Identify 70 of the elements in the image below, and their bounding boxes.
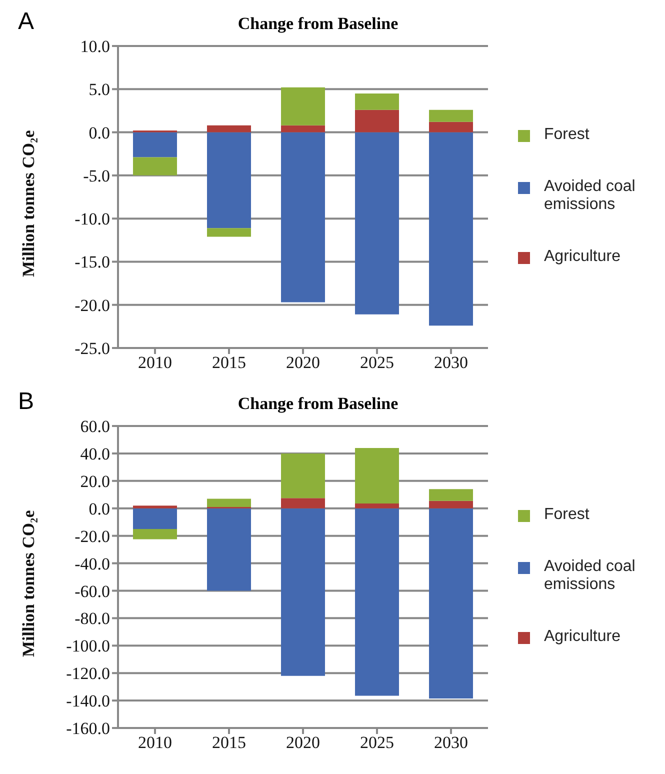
x-tick-label: 2010 [138,733,172,752]
y-tick-label: 40.0 [80,444,110,464]
y-tick-label: -40.0 [74,554,110,574]
legend-label: Agriculture [544,628,620,646]
bar [207,125,251,132]
bar [133,132,177,158]
bar [355,110,399,132]
y-tick-label: -25.0 [74,339,110,358]
y-tick-label: -20.0 [74,526,110,546]
y-tick-label: 0.0 [88,123,110,142]
legend-label: Forest [544,506,590,524]
bar [429,122,473,132]
bar [281,87,325,126]
bar [355,448,399,504]
bar [355,93,399,110]
y-tick-label: 5.0 [88,80,110,100]
x-tick-label: 2015 [212,353,246,372]
y-tick-label: -120.0 [66,664,110,684]
bar [355,504,399,508]
y-tick-label: -10.0 [74,210,110,229]
legend-label: Forest [544,126,590,144]
legend-label: Avoided coal emissions [544,558,636,594]
y-tick-label: -140.0 [66,692,110,711]
bar [355,508,399,696]
bar [429,500,473,508]
legend-label: Avoided coal emissions [544,178,636,214]
bar [429,508,473,698]
bar [429,110,473,122]
x-tick-label: 2025 [360,733,394,752]
bar [207,508,251,591]
y-tick-label: -60.0 [74,582,110,601]
bar [207,228,251,237]
y-tick-label: 20.0 [80,472,110,491]
bar [281,508,325,676]
x-tick-label: 2030 [434,353,468,372]
y-axis-title: Million tonnes CO₂e [19,130,38,277]
y-tick-label: -100.0 [66,636,110,656]
y-tick-label: 10.0 [80,37,110,56]
legend-label: Agriculture [544,248,620,266]
bar [133,528,177,540]
bar [281,132,325,302]
bar [207,132,251,228]
y-tick-label: 0.0 [88,499,110,518]
x-tick-label: 2015 [212,733,246,752]
y-tick-label: -15.0 [74,252,110,272]
bar [281,498,325,508]
x-tick-label: 2020 [286,353,320,372]
chart-title: Change from Baseline [238,14,398,33]
y-tick-label: -5.0 [83,166,110,186]
x-tick-label: 2025 [360,353,394,372]
y-tick-label: -80.0 [74,609,110,628]
text: A [18,8,34,36]
x-tick-label: 2010 [138,353,172,372]
y-axis-title: Million tonnes CO₂e [19,510,38,657]
bar [355,132,399,314]
bar [429,489,473,501]
text: B [18,388,34,416]
y-tick-label: -160.0 [66,719,110,738]
y-tick-label: 60.0 [80,417,110,436]
bar [281,453,325,498]
x-tick-label: 2030 [434,733,468,752]
x-tick-label: 2020 [286,733,320,752]
bar [133,508,177,529]
bar [133,157,177,176]
bar [133,506,177,508]
bar [281,125,325,132]
chart-title: Change from Baseline [238,394,398,413]
bar [207,498,251,507]
y-tick-label: -20.0 [74,296,110,315]
bar [429,132,473,326]
